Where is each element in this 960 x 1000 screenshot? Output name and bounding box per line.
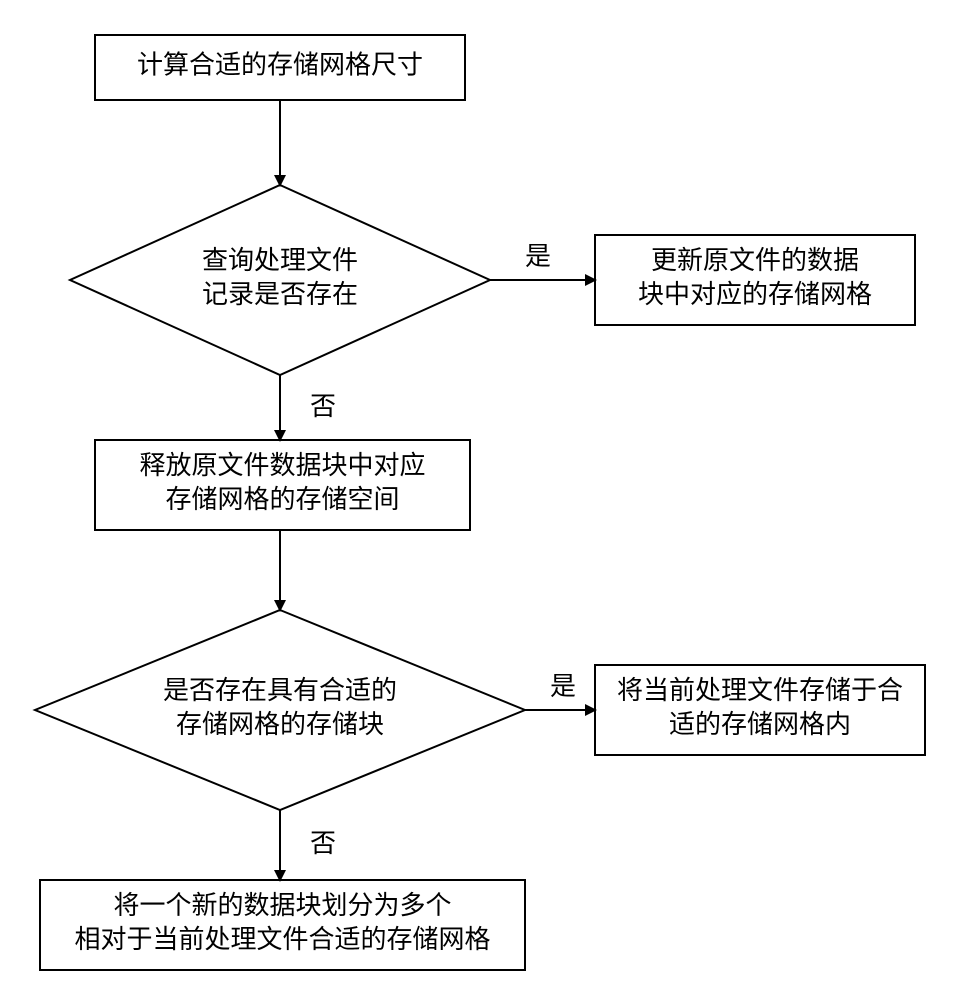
flowchart: 计算合适的存储网格尺寸查询处理文件记录是否存在 更新原文件的数据块中对应的存储网格…: [0, 0, 960, 1000]
svg-text:将当前处理文件存储于合: 将当前处理文件存储于合: [617, 676, 903, 705]
flowchart-edge-label-2: 否: [310, 392, 336, 421]
svg-text:是否存在具有合适的: 是否存在具有合适的: [163, 676, 397, 705]
svg-text:存储网格的存储空间: 存储网格的存储空间: [165, 485, 399, 514]
svg-text:释放原文件数据块中对应: 释放原文件数据块中对应: [139, 451, 425, 480]
svg-text:相对于当前处理文件合适的存储网格: 相对于当前处理文件合适的存储网格: [74, 925, 490, 954]
svg-text:更新原文件的数据: 更新原文件的数据: [651, 246, 859, 275]
svg-text:查询处理文件: 查询处理文件: [202, 246, 358, 275]
flowchart-edge-label-4: 是: [550, 672, 576, 701]
svg-text:计算合适的存储网格尺寸: 计算合适的存储网格尺寸: [137, 50, 423, 79]
svg-text:存储网格的存储块: 存储网格的存储块: [176, 710, 384, 739]
flowchart-edge-label-1: 是: [525, 242, 551, 271]
flowchart-edge-label-5: 否: [310, 829, 336, 858]
svg-text:将一个新的数据块划分为多个: 将一个新的数据块划分为多个: [113, 891, 451, 920]
svg-text:适的存储网格内: 适的存储网格内: [669, 710, 851, 739]
svg-text:块中对应的存储网格: 块中对应的存储网格: [638, 280, 872, 309]
svg-text:记录是否存在: 记录是否存在: [202, 280, 358, 309]
